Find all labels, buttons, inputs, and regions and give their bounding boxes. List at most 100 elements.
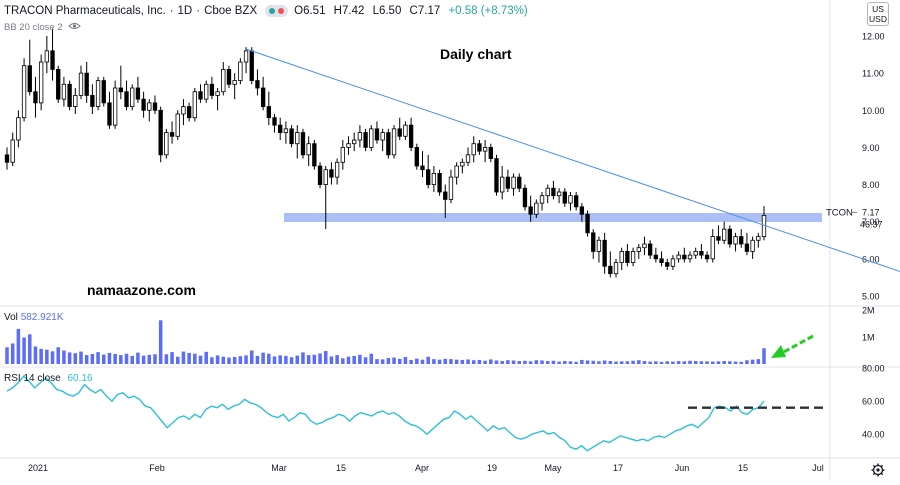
candle-body: [602, 239, 607, 267]
volume-bar: [284, 355, 288, 364]
candle-body: [27, 65, 32, 93]
candle-body: [727, 228, 733, 245]
indicator-label[interactable]: BB 20 close 2: [4, 22, 63, 33]
volume-bar: [10, 343, 15, 364]
volume-tick-label: 1M: [862, 333, 875, 343]
volume-bar: [517, 361, 522, 364]
volume-bar: [397, 358, 402, 364]
settings-gear-icon[interactable]: [871, 463, 885, 477]
candle-body: [517, 176, 522, 189]
candle-body: [152, 102, 158, 111]
price-tick-label: 11.00: [862, 69, 884, 79]
time-tick-label: May: [544, 463, 562, 473]
candle-body: [346, 143, 351, 148]
candle-body: [568, 195, 573, 204]
volume-bar: [420, 359, 425, 364]
volume-bar: [352, 355, 356, 364]
candle-body: [78, 72, 84, 96]
candle-body: [209, 83, 215, 96]
volume-bar: [483, 360, 487, 364]
candle-body: [101, 80, 106, 104]
header-separator: ·: [196, 5, 201, 17]
volume-bar: [16, 328, 21, 364]
volume-bar: [443, 358, 448, 364]
volume-bar: [688, 360, 692, 364]
candle-body: [221, 69, 226, 93]
price-tick-label: 6.00: [862, 254, 880, 264]
series-tag-label: TCON: [826, 207, 853, 218]
candle-body: [95, 80, 101, 107]
volume-bar: [711, 361, 715, 364]
candle-body: [278, 124, 283, 133]
volume-bar: [648, 361, 652, 364]
volume-bar: [602, 360, 607, 364]
candle-body: [716, 236, 721, 241]
volume-bar: [255, 355, 260, 364]
volume-bar: [733, 361, 738, 364]
volume-bar: [585, 360, 590, 364]
volume-value-label: 582.921K: [20, 312, 64, 323]
currency-selector[interactable]: US USD: [867, 2, 889, 26]
volume-bar: [107, 352, 112, 364]
rsi-legend[interactable]: RSI 14 close 60.16: [4, 373, 93, 384]
volume-bar: [341, 358, 345, 364]
candle-body: [448, 176, 454, 200]
volume-bar: [210, 357, 214, 364]
price-tick-label: 10.00: [862, 106, 885, 116]
candle-body: [721, 228, 727, 241]
symbol-name[interactable]: TRACON Pharmaceuticals, Inc.: [4, 5, 166, 17]
candle-body: [704, 254, 710, 260]
volume-bar: [449, 359, 453, 364]
interval-label[interactable]: 1D: [177, 5, 193, 17]
volume-legend[interactable]: Vol 582.921K: [4, 312, 64, 323]
candle-body: [687, 254, 693, 260]
price-tick-label: 12.00: [862, 32, 885, 42]
volume-bar: [227, 357, 231, 364]
candle-body: [61, 83, 67, 100]
candle-body: [16, 117, 21, 141]
candle-body: [403, 124, 408, 137]
candle-body: [574, 195, 579, 208]
eye-icon[interactable]: [67, 22, 81, 33]
header-separator: ·: [169, 5, 174, 17]
volume-bar: [79, 351, 83, 364]
candle-body: [665, 262, 670, 267]
market-status-pill[interactable]: [265, 5, 289, 17]
candle-body: [198, 91, 203, 100]
volume-bar: [141, 355, 146, 364]
volume-bar: [67, 352, 72, 364]
candle-body: [437, 173, 442, 193]
volume-bar: [454, 359, 459, 364]
volume-bar: [130, 355, 134, 364]
volume-bar: [375, 359, 379, 364]
volume-bar: [329, 356, 334, 364]
candle-body: [596, 239, 602, 252]
volume-bar: [278, 355, 282, 364]
low-value: L6.50: [372, 5, 402, 17]
candle-body: [238, 61, 243, 81]
candle-body: [158, 109, 163, 156]
candle-body: [585, 213, 590, 234]
volume-bar: [249, 350, 254, 364]
candle-body: [511, 176, 516, 189]
rsi-tick-label: 60.00: [862, 397, 885, 407]
candle-body: [124, 91, 129, 107]
volume-bar: [124, 353, 129, 364]
volume-bar: [568, 361, 573, 364]
volume-bar: [28, 334, 32, 364]
volume-bar: [198, 355, 203, 364]
price-tick-label: 8.00: [862, 180, 880, 190]
candle-body: [579, 206, 585, 215]
volume-bar: [358, 354, 362, 364]
volume-bar: [523, 360, 527, 364]
volume-series-label: Vol: [4, 312, 18, 323]
candle-body: [676, 254, 681, 260]
volume-bar: [346, 356, 351, 364]
volume-bar: [659, 361, 664, 364]
indicator-legend[interactable]: BB 20 close 2: [4, 22, 81, 33]
volume-bar: [608, 361, 613, 364]
candle-body: [204, 83, 209, 100]
volume-bar: [221, 356, 226, 364]
candle-body: [642, 243, 647, 249]
